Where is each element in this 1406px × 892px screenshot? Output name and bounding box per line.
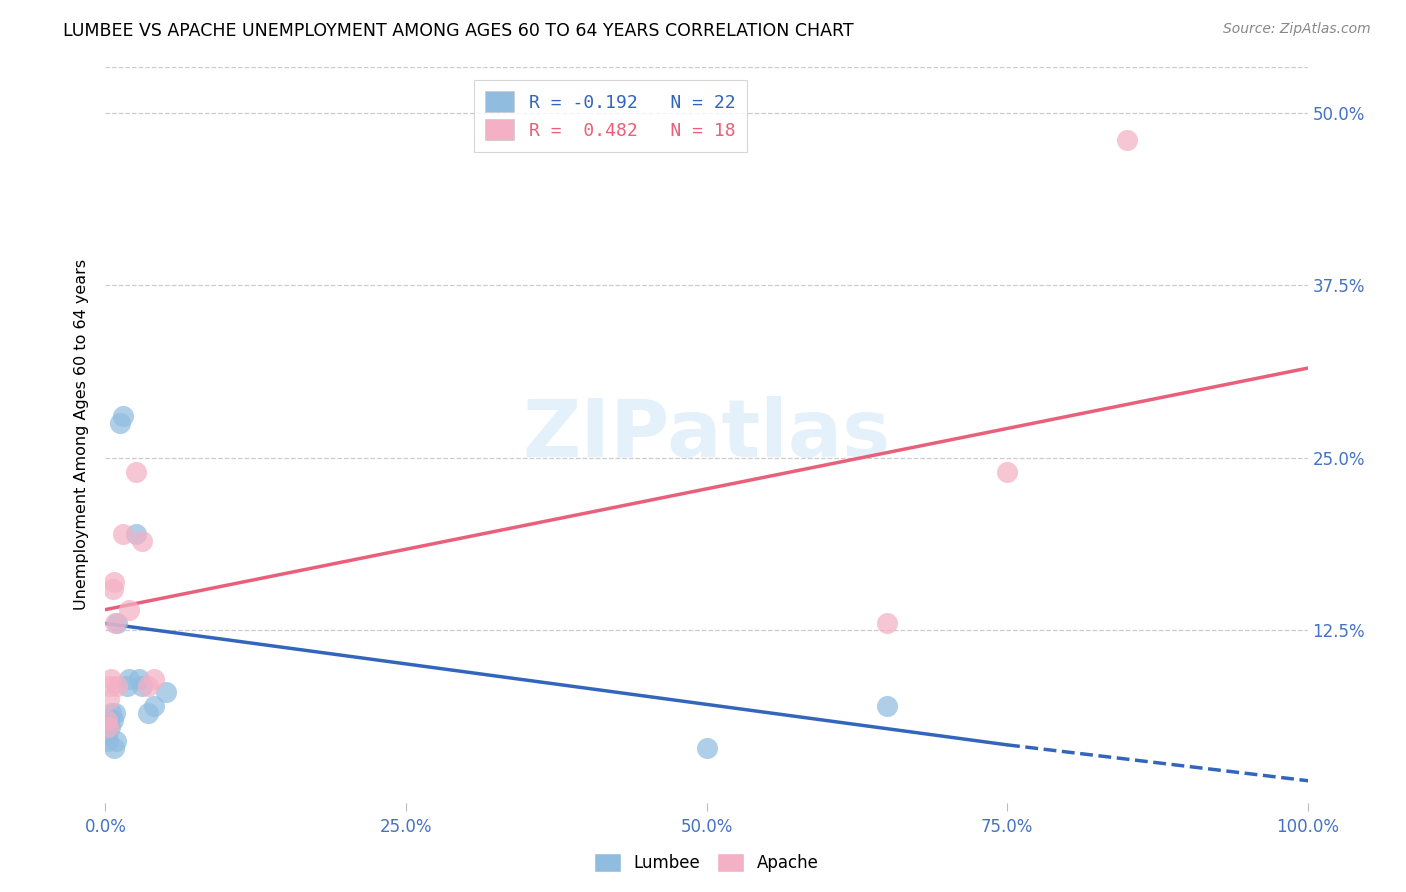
Point	[112, 526, 135, 541]
Point	[155, 685, 177, 699]
Point	[1116, 133, 1139, 147]
Point	[105, 733, 128, 747]
Point	[101, 582, 124, 596]
Point	[118, 672, 141, 686]
Point	[136, 706, 159, 720]
Point	[112, 409, 135, 424]
Point	[104, 706, 127, 720]
Y-axis label: Unemployment Among Ages 60 to 64 years: Unemployment Among Ages 60 to 64 years	[75, 260, 90, 610]
Point	[100, 706, 122, 720]
Point	[115, 679, 138, 693]
Legend: Lumbee, Apache: Lumbee, Apache	[588, 847, 825, 880]
Point	[103, 740, 125, 755]
Point	[131, 533, 153, 548]
Point	[101, 713, 124, 727]
Point	[124, 526, 146, 541]
Point	[97, 720, 120, 734]
Point	[96, 713, 118, 727]
Text: ZIPatlas: ZIPatlas	[523, 396, 890, 474]
Point	[131, 679, 153, 693]
Point	[136, 679, 159, 693]
Point	[98, 720, 121, 734]
Point	[995, 465, 1018, 479]
Point	[142, 699, 165, 714]
Point	[98, 692, 121, 706]
Point	[96, 727, 118, 741]
Point	[696, 740, 718, 755]
Point	[876, 699, 898, 714]
Point	[107, 616, 129, 631]
Text: LUMBEE VS APACHE UNEMPLOYMENT AMONG AGES 60 TO 64 YEARS CORRELATION CHART: LUMBEE VS APACHE UNEMPLOYMENT AMONG AGES…	[63, 22, 853, 40]
Text: Source: ZipAtlas.com: Source: ZipAtlas.com	[1223, 22, 1371, 37]
Point	[128, 672, 150, 686]
Point	[103, 574, 125, 589]
Point	[124, 465, 146, 479]
Point	[142, 672, 165, 686]
Point	[108, 417, 131, 431]
Point	[118, 602, 141, 616]
Point	[97, 733, 120, 747]
Point	[876, 616, 898, 631]
Point	[98, 713, 121, 727]
Point	[104, 616, 127, 631]
Point	[98, 679, 121, 693]
Point	[100, 672, 122, 686]
Point	[107, 679, 129, 693]
